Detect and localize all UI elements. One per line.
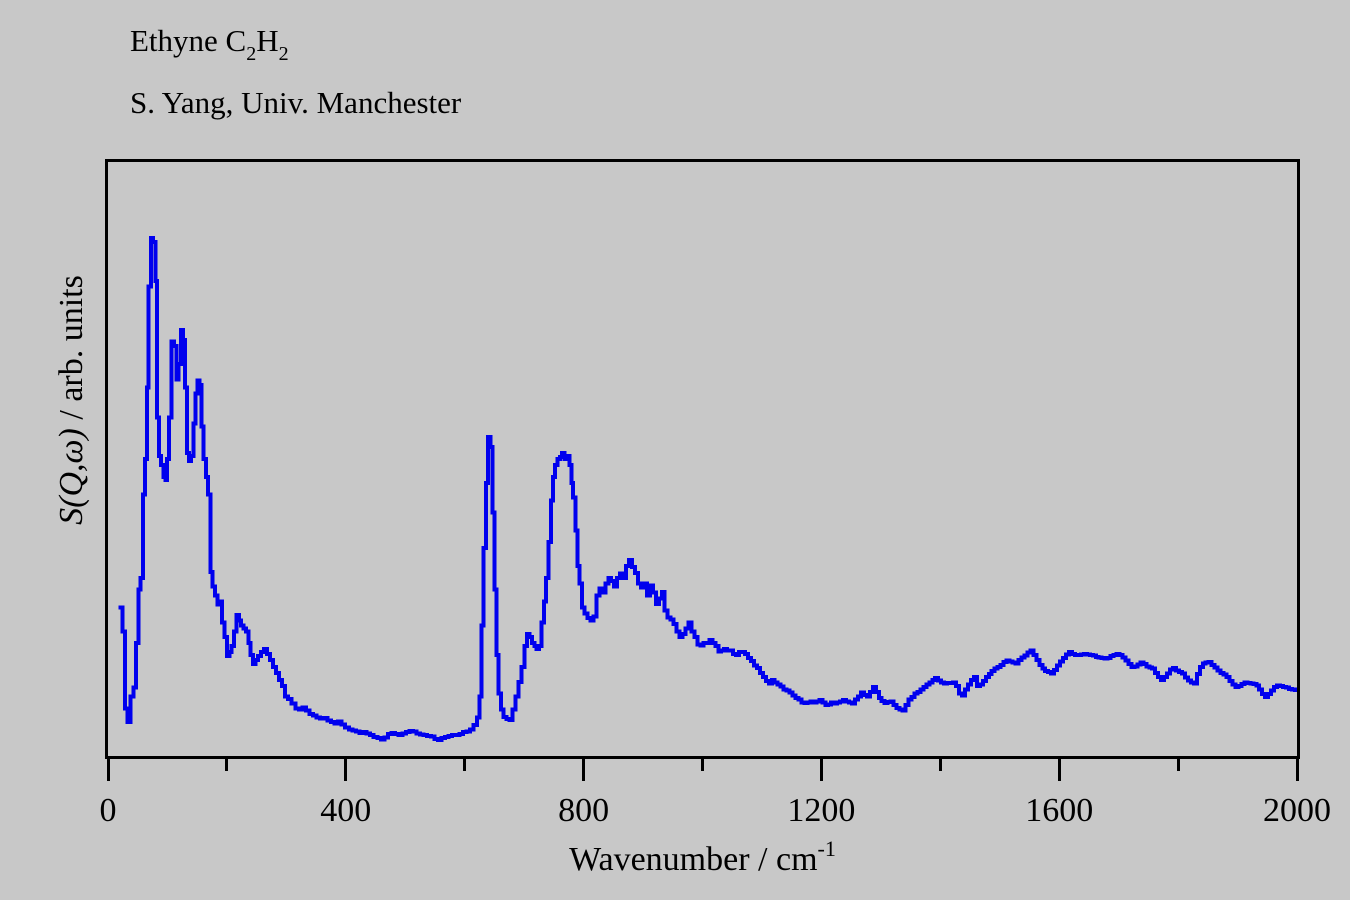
x-tick-major [582, 759, 586, 781]
chart-title-subscript: 2 [246, 43, 257, 65]
x-tick-minor [225, 759, 229, 771]
y-axis-label-units: / arb. units [53, 275, 90, 429]
x-tick-major [344, 759, 348, 781]
y-axis-label: S(Q,ω) / arb. units [53, 275, 91, 525]
chart-title: Ethyne C2H2 [130, 20, 461, 68]
x-tick-major [1295, 759, 1299, 781]
x-tick-minor [1176, 759, 1180, 771]
chart-subtitle: S. Yang, Univ. Manchester [130, 85, 462, 120]
spectrum-line [118, 236, 1297, 742]
x-tick-label: 800 [558, 792, 610, 829]
x-tick-label: 0 [99, 792, 117, 829]
x-tick-major [819, 759, 823, 781]
x-axis-ticks: 0 400 800 1200 1600 2000 [100, 759, 1331, 839]
x-tick-label: 1600 [1025, 792, 1094, 829]
x-axis-label: Wavenumber / cm-1 [105, 836, 1300, 879]
x-axis-label-text: Wavenumber / cm [569, 841, 818, 878]
x-tick-minor [463, 759, 467, 771]
chart-title-subscript-2: 2 [278, 43, 289, 65]
x-tick-label: 2000 [1263, 792, 1331, 829]
chart-title-text: Ethyne C [130, 23, 247, 58]
x-tick-major [106, 759, 110, 781]
x-axis-label-superscript: -1 [817, 836, 836, 861]
plot-area [105, 159, 1300, 759]
x-tick-minor [938, 759, 942, 771]
chart-title-text-2: H [256, 23, 279, 58]
x-tick-minor [701, 759, 704, 771]
x-tick-label: 400 [320, 792, 372, 829]
figure-header: Ethyne C2H2 S. Yang, Univ. Manchester [130, 20, 461, 124]
x-tick-major [1057, 759, 1061, 781]
spectrum-svg [118, 236, 1297, 742]
y-axis-label-symbol: S(Q,ω) [53, 428, 90, 525]
x-tick-label: 1200 [787, 792, 856, 829]
